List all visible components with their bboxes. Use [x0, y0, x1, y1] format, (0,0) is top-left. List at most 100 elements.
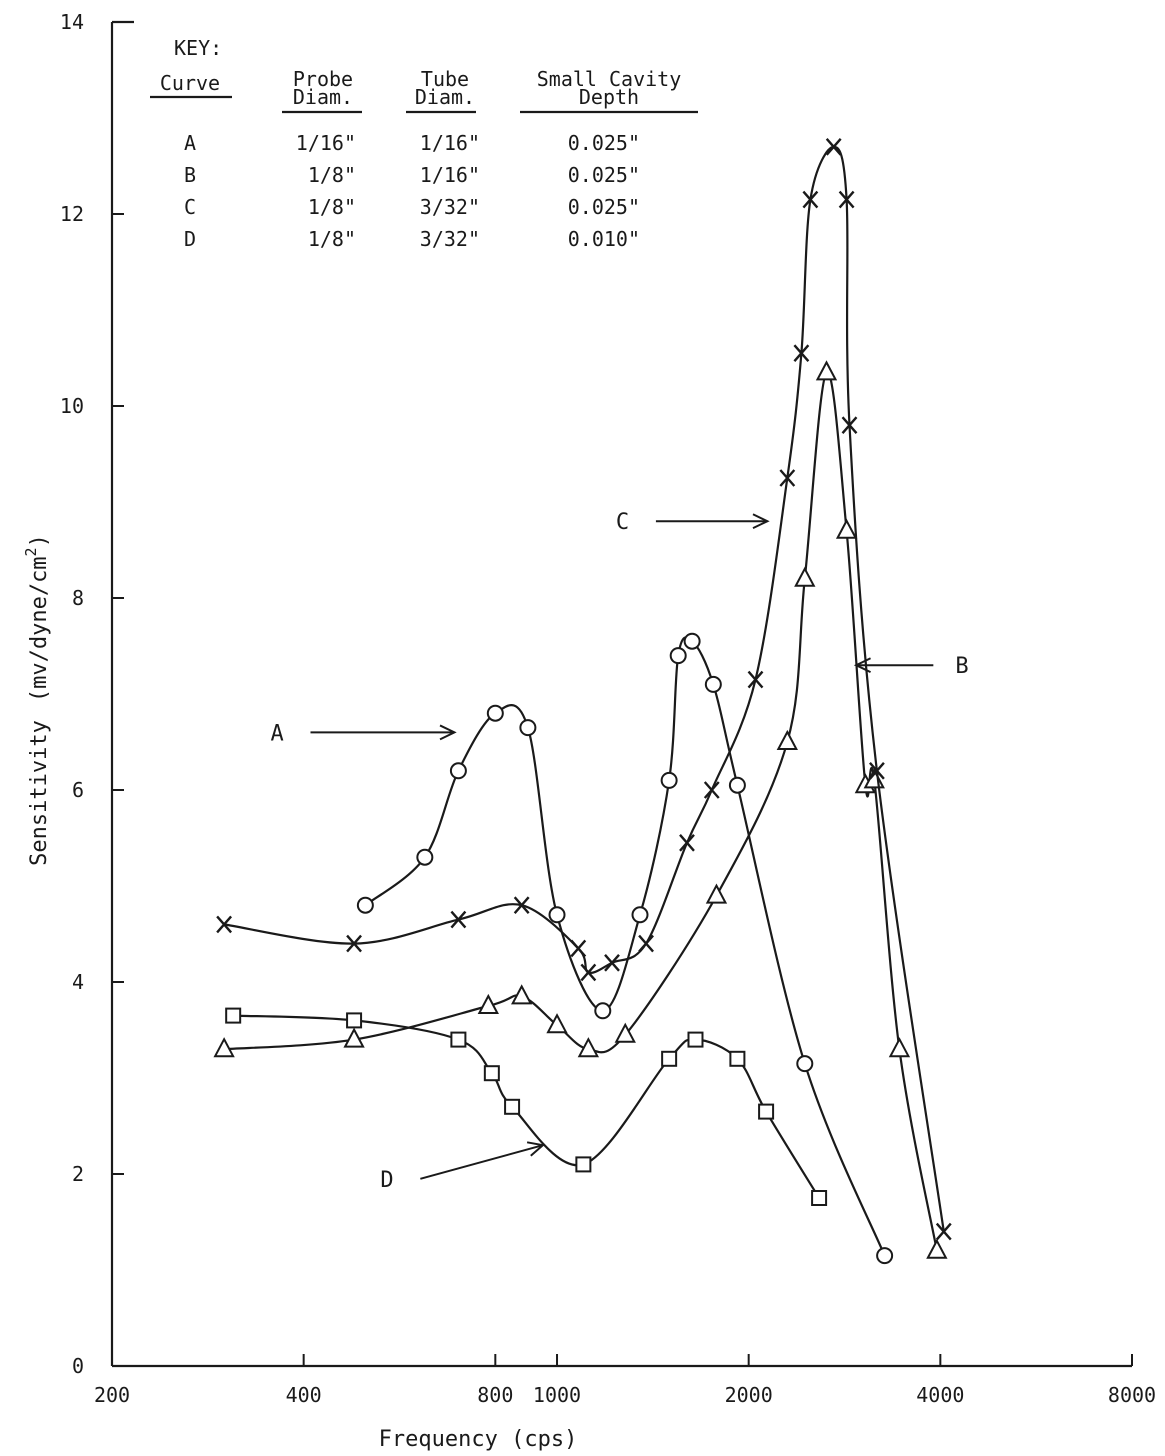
key-cell: 1/8" [308, 195, 356, 219]
annotation-d: D [380, 1141, 546, 1193]
data-point-d [687, 1031, 704, 1048]
data-point-a [631, 906, 649, 924]
data-point-a [486, 704, 504, 722]
data-point-c [513, 896, 530, 914]
data-point-d [661, 1050, 678, 1067]
key-cell: A [184, 131, 196, 155]
key-header-4-line1: Small Cavity [537, 67, 682, 91]
data-point-c [869, 762, 885, 780]
data-point-d [575, 1156, 592, 1173]
y-axis-title-unit-sup: 2 [22, 547, 40, 556]
key-cell: D [184, 227, 196, 251]
key-cell: 0.025" [568, 195, 640, 219]
annotation-arrow-head [526, 1141, 546, 1157]
data-point-b [794, 566, 816, 587]
axes: 0 2 4 6 8 10 12 14 200 400 800 1000 2000 4000 8000 [60, 10, 1156, 1407]
key-cell: 0.010" [568, 227, 640, 251]
data-point-d [758, 1103, 775, 1120]
key-cell: 1/16" [420, 163, 480, 187]
data-point-a [519, 719, 537, 737]
data-point-c [679, 834, 695, 852]
series-c [216, 138, 952, 1241]
data-point-c [793, 344, 810, 362]
x-tick-label: 4000 [916, 1383, 964, 1407]
annotation-arrow-head [853, 657, 871, 674]
y-axis-title-unit-close: ) [27, 534, 52, 547]
x-axis-title: Frequency (cps) [379, 1427, 578, 1452]
annotation-a: A [270, 721, 457, 746]
data-point-d [450, 1031, 467, 1048]
data-point-a [548, 906, 566, 924]
data-point-a [796, 1055, 814, 1073]
key-header-4-line2: Depth [579, 85, 639, 109]
data-point-d [483, 1065, 500, 1082]
data-point-a [728, 776, 746, 794]
annotation-c: C [616, 510, 770, 535]
series-line-b [224, 371, 938, 1252]
data-point-b [888, 1037, 911, 1058]
y-tick-label: 6 [72, 778, 84, 802]
data-point-b [511, 984, 533, 1005]
data-point-a [449, 762, 467, 780]
annotation-arrow-head [752, 513, 770, 530]
data-point-d [729, 1050, 746, 1067]
key-cell: C [184, 195, 196, 219]
y-axis-title-main: Sensitivity [27, 720, 52, 866]
data-point-c [346, 934, 362, 953]
data-point-c [779, 469, 796, 487]
y-tick-label: 8 [72, 586, 84, 610]
key-cell: 1/16" [296, 131, 356, 155]
y-tick-label: 4 [72, 970, 84, 994]
data-point-a [660, 771, 678, 789]
data-point-c [450, 910, 467, 929]
annotation-label: B [955, 654, 968, 679]
data-point-a [594, 1002, 612, 1020]
data-point-b [213, 1037, 235, 1058]
key-header-2-line2: Diam. [293, 85, 353, 109]
x-tick-label: 200 [94, 1383, 130, 1407]
data-point-b [546, 1013, 568, 1034]
data-point-c [838, 190, 855, 209]
key-header-3-line2: Diam. [415, 85, 475, 109]
key-cell: 3/32" [420, 195, 480, 219]
data-point-a [704, 675, 722, 693]
annotation-arrow-shaft [420, 1144, 544, 1180]
data-point-c [935, 1222, 952, 1241]
data-point-a [876, 1247, 894, 1265]
data-point-b [577, 1037, 600, 1058]
annotation-label: C [616, 510, 629, 535]
key-cell: 1/8" [308, 163, 356, 187]
data-point-c [638, 934, 654, 953]
x-tick-label: 8000 [1108, 1383, 1156, 1407]
data-point-a [356, 896, 374, 914]
data-point-d [811, 1190, 828, 1206]
y-tick-label: 2 [72, 1162, 84, 1186]
x-tick-label: 1000 [533, 1383, 581, 1407]
y-tick-label: 0 [72, 1354, 84, 1378]
key-cell: 1/8" [308, 227, 356, 251]
data-point-c [570, 939, 587, 958]
key-header-3-line1: Tube [421, 67, 469, 91]
annotation-b: B [853, 654, 969, 679]
key-header-1: Curve [160, 71, 220, 95]
data-point-b [815, 360, 838, 381]
data-point-b [776, 729, 798, 750]
annotation-label: D [380, 1168, 393, 1193]
data-point-a [669, 647, 687, 665]
key-cell: 1/16" [420, 131, 480, 155]
key-title: KEY: [174, 36, 222, 60]
key-cell: B [184, 163, 196, 187]
series-b [213, 360, 948, 1259]
data-point-c [580, 963, 597, 982]
x-tick-label: 800 [477, 1383, 513, 1407]
series-d [225, 1007, 828, 1206]
y-axis-title: Sensitivity (mv/dyne/cm2) [22, 534, 52, 866]
x-tick-label: 400 [286, 1383, 322, 1407]
annotation-arrow-head [439, 724, 457, 741]
key-cell: 0.025" [568, 131, 640, 155]
data-point-c [802, 190, 819, 209]
x-tick-label: 2000 [725, 1383, 773, 1407]
data-point-c [703, 781, 720, 799]
series-line-c [223, 145, 945, 1232]
